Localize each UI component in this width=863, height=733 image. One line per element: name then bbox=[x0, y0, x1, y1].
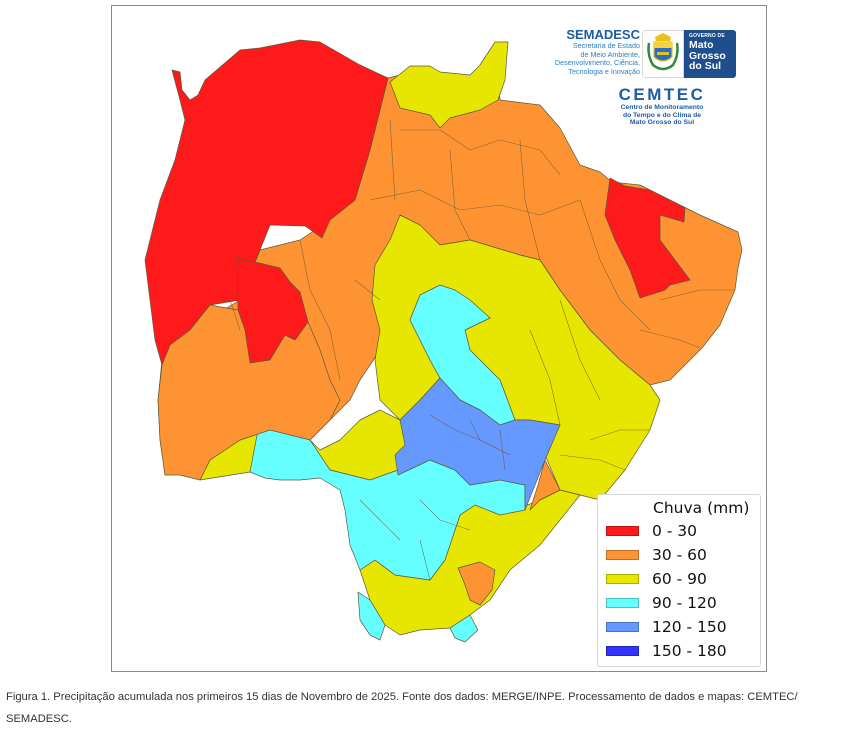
legend-item: 120 - 150 bbox=[606, 618, 727, 636]
semadesc-logo: SEMADESC Secretaria de Estado de Meio Am… bbox=[540, 28, 640, 76]
governo-ms-logo: GOVERNO DE Mato Grosso do Sul bbox=[642, 30, 736, 78]
zone-red-northeast bbox=[604, 177, 691, 299]
cemtec-title: CEMTEC bbox=[618, 85, 706, 104]
legend-label: 60 - 90 bbox=[652, 570, 707, 588]
legend-item: 90 - 120 bbox=[606, 594, 717, 612]
cemtec-logo: CEMTEC Centro de Monitoramento do Tempo … bbox=[612, 86, 712, 127]
cemtec-line: do Tempo e do Clima de bbox=[622, 111, 702, 119]
legend-swatch bbox=[606, 574, 639, 584]
figure-caption: Figura 1. Precipitação acumulada nos pri… bbox=[6, 691, 798, 725]
cemtec-line: Mato Grosso do Sul bbox=[629, 119, 695, 127]
zone-cyan-central bbox=[409, 284, 516, 426]
legend-label: 0 - 30 bbox=[652, 522, 698, 540]
legend-swatch bbox=[606, 622, 639, 632]
semadesc-line: Tecnologia e Inovação bbox=[568, 66, 640, 76]
zone-orange-south-small bbox=[457, 561, 496, 606]
zone-cyan-south bbox=[357, 591, 386, 641]
zone-red-northwest bbox=[144, 39, 389, 366]
governo-line: Mato bbox=[689, 39, 714, 51]
legend-item: 150 - 180 bbox=[606, 642, 727, 660]
legend-swatch bbox=[606, 646, 639, 656]
semadesc-line: Secretaria de Estado bbox=[572, 41, 640, 50]
semadesc-title: SEMADESC bbox=[566, 27, 640, 42]
legend-label: 90 - 120 bbox=[652, 594, 717, 612]
cemtec-line: Centro de Monitoramento bbox=[620, 104, 704, 111]
legend-item: 30 - 60 bbox=[606, 546, 707, 564]
coat-of-arms-icon bbox=[642, 30, 684, 78]
legend-item: 60 - 90 bbox=[606, 570, 707, 588]
governo-line: do Sul bbox=[689, 60, 722, 72]
legend-swatch bbox=[606, 550, 639, 560]
governo-small: GOVERNO DE bbox=[689, 33, 725, 39]
legend-item: 0 - 30 bbox=[606, 522, 698, 540]
zone-cyan-south-tip bbox=[449, 614, 479, 643]
legend-label: 120 - 150 bbox=[652, 618, 727, 636]
zone-cyan-southwest bbox=[249, 419, 526, 581]
legend-label: 150 - 180 bbox=[652, 642, 727, 660]
governo-line: Grosso bbox=[689, 49, 726, 62]
legend-title: Chuva (mm) bbox=[653, 499, 750, 517]
zone-orange-southeast bbox=[529, 459, 561, 511]
zone-blue-central bbox=[394, 377, 561, 511]
semadesc-line: de Meio Ambiente, bbox=[580, 49, 640, 59]
zone-yellow-north bbox=[389, 41, 509, 129]
legend-label: 30 - 60 bbox=[652, 546, 707, 564]
semadesc-line: Desenvolvimento, Ciência, bbox=[554, 58, 640, 68]
legend-swatch bbox=[606, 526, 639, 536]
zone-orange-west bbox=[157, 304, 341, 481]
map-legend: Chuva (mm) 0 - 30 30 - 60 60 - 90 90 - 1… bbox=[597, 494, 761, 667]
legend-swatch bbox=[606, 598, 639, 608]
